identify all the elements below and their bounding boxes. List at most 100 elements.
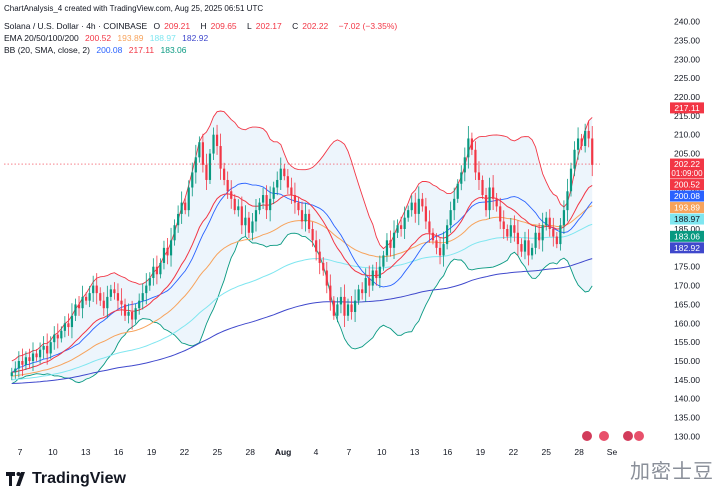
- candle-body: [81, 296, 84, 309]
- candle-body: [258, 202, 261, 211]
- candle-body: [470, 138, 473, 150]
- ema20-value: 200.52: [85, 33, 112, 43]
- candle-body: [201, 142, 204, 165]
- x-tick-label: 28: [245, 447, 255, 457]
- bb-legend-row: BB (20, SMA, close, 2) 200.08 217.11 183…: [4, 45, 190, 55]
- candle-body: [223, 168, 226, 180]
- candle-body: [134, 308, 137, 320]
- candle-body: [315, 240, 318, 252]
- ema100-line: [11, 223, 593, 381]
- candle-body: [152, 266, 155, 279]
- bb-upper-value: 217.11: [128, 45, 155, 55]
- created-by-caption: ChartAnalysis_4 created with TradingView…: [4, 4, 264, 13]
- y-tick-label: 155.00: [674, 337, 700, 347]
- candle-body: [290, 187, 293, 196]
- y-tick-label: 215.00: [674, 111, 700, 121]
- candle-body: [453, 198, 456, 211]
- event-flag-icon: [582, 431, 592, 441]
- x-tick-label: 4: [314, 447, 319, 457]
- ohlc-high: H 209.65: [200, 21, 237, 31]
- candle-body: [392, 232, 396, 248]
- candle-body: [357, 289, 360, 301]
- y-tick-label: 220.00: [674, 92, 700, 102]
- y-tick-label: 135.00: [674, 413, 700, 423]
- candle-body: [541, 225, 544, 241]
- ema200-value: 182.92: [182, 33, 209, 43]
- bb-lower-line: [11, 232, 593, 385]
- bb-label[interactable]: BB (20, SMA, close, 2): [4, 45, 90, 55]
- candle-body: [499, 206, 502, 222]
- candle-body: [446, 225, 449, 245]
- candle-body: [488, 187, 491, 211]
- price-tag-label: 200.52: [674, 180, 700, 190]
- x-tick-label: 7: [347, 447, 352, 457]
- candle-body: [368, 278, 371, 286]
- ema-label[interactable]: EMA 20/50/100/200: [4, 33, 79, 43]
- y-tick-label: 140.00: [674, 394, 700, 404]
- candle-body: [325, 270, 328, 286]
- x-tick-label: 25: [541, 447, 551, 457]
- candle-body: [343, 296, 346, 316]
- candle-body: [269, 198, 272, 211]
- candle-body: [138, 300, 141, 309]
- y-tick-label: 235.00: [674, 35, 700, 45]
- candle-body: [495, 198, 498, 207]
- candle-body: [293, 195, 297, 203]
- candle-body: [329, 285, 332, 301]
- candle-body: [463, 157, 466, 173]
- candle-body: [247, 217, 251, 233]
- x-tick-label: Aug: [275, 447, 292, 457]
- y-tick-label: 205.00: [674, 149, 700, 159]
- candle-body: [279, 168, 282, 180]
- candle-body: [584, 130, 587, 147]
- candle-body: [378, 266, 381, 279]
- candle-body: [346, 304, 350, 316]
- candle-body: [276, 179, 279, 188]
- ema50-value: 193.89: [117, 33, 144, 43]
- tradingview-logo[interactable]: TradingView: [6, 470, 126, 488]
- candle-body: [24, 357, 28, 365]
- symbol-legend-row: Solana / U.S. Dollar · 4h · COINBASE O 20…: [4, 21, 401, 31]
- watermark-text: 加密士豆: [630, 459, 714, 483]
- candle-body: [42, 345, 45, 350]
- candle-body: [226, 179, 229, 192]
- candle-body: [552, 229, 555, 237]
- candle-body: [492, 187, 495, 199]
- candle-body: [88, 293, 91, 301]
- candle-body: [131, 311, 134, 320]
- candle-body: [46, 345, 49, 354]
- bb-basis-line: [11, 182, 593, 373]
- y-tick-label: 210.00: [674, 130, 700, 140]
- ohlc-close: C 202.22: [292, 21, 329, 31]
- x-tick-label: 22: [180, 447, 190, 457]
- candle-body: [569, 168, 573, 192]
- candle-body: [286, 176, 289, 188]
- ema100-value: 188.97: [149, 33, 176, 43]
- candle-body: [162, 247, 166, 263]
- candle-body: [233, 198, 236, 211]
- x-tick-label: Se: [607, 447, 618, 457]
- candle-body: [240, 206, 243, 226]
- price-tag-label: 183.06: [674, 231, 700, 241]
- price-tag: [670, 202, 704, 214]
- price-tag-label: 217.11: [674, 103, 700, 113]
- y-tick-label: 240.00: [674, 17, 700, 27]
- symbol-name[interactable]: Solana / U.S. Dollar · 4h · COINBASE: [4, 21, 148, 31]
- candle-body: [84, 296, 88, 301]
- candle-body: [414, 202, 417, 214]
- price-tag: [670, 242, 704, 254]
- candle-body: [215, 134, 219, 147]
- candle-body: [361, 289, 364, 294]
- candle-body: [350, 304, 353, 312]
- candle-body: [438, 247, 442, 256]
- candle-body: [17, 361, 20, 369]
- candle-body: [14, 368, 17, 373]
- candle-body: [474, 149, 477, 173]
- event-flag-icon: [599, 431, 609, 441]
- price-tag-countdown: 01:09:00: [671, 169, 703, 178]
- candle-body: [538, 232, 541, 241]
- candle-body: [99, 293, 102, 301]
- candle-body: [49, 342, 52, 354]
